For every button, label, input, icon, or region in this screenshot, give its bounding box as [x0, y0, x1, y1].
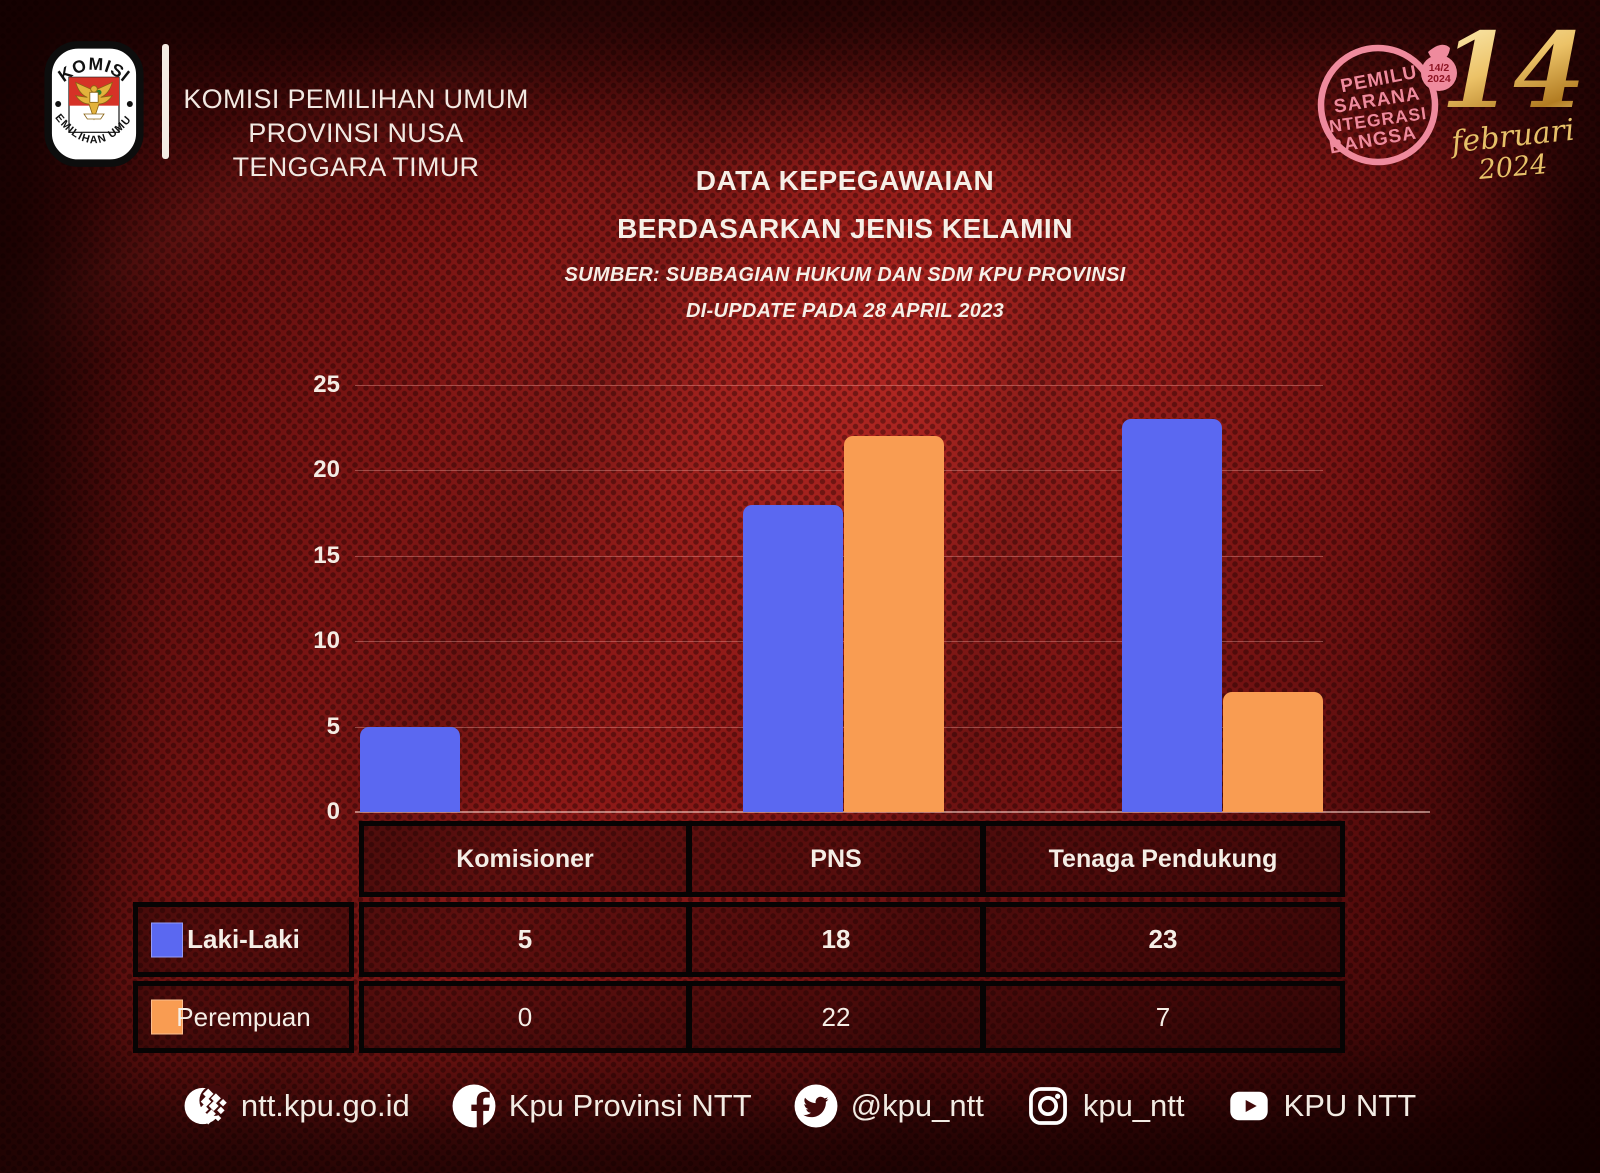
pemilu-badge: 14/2 2024 PEMILU SARANA INTEGRASI BANGSA — [1317, 44, 1457, 166]
header-separator — [162, 44, 169, 159]
garuda-emblem — [74, 81, 114, 121]
instagram-icon — [1028, 1087, 1067, 1125]
value-perempuan-pns: 22 — [686, 986, 986, 1048]
gridline-25 — [355, 385, 1323, 386]
facebook-icon — [452, 1084, 496, 1128]
youtube-label: KPU NTT — [1283, 1088, 1417, 1123]
column-header-pns: PNS — [686, 826, 986, 892]
legend-swatch-perempuan — [151, 999, 183, 1035]
globe-icon — [184, 1085, 228, 1125]
badge-bubble — [1421, 55, 1457, 91]
table-row-laki-laki: 5 18 23 — [359, 902, 1345, 977]
title-block: DATA KEPEGAWAIAN BERDASARKAN JENIS KELAM… — [564, 165, 1126, 323]
twitter-label: @kpu_ntt — [850, 1088, 984, 1123]
website-label: ntt.kpu.go.id — [240, 1088, 410, 1123]
gridline-20 — [355, 470, 1323, 472]
badge-bubble-top: 14/2 — [1429, 62, 1450, 74]
org-line1: KOMISI PEMILIHAN UMUM — [183, 84, 529, 114]
legend-label-perempuan: Perempuan — [176, 1001, 311, 1032]
legend-laki-laki: Laki-Laki — [133, 902, 354, 977]
kpu-logo: KOMISI PEMILIHAN UMUM — [44, 40, 144, 167]
social-footer: ntt.kpu.go.id Kpu Provinsi NTT @kpu_ntt … — [0, 1084, 1600, 1128]
value-laki-tenaga: 23 — [1148, 924, 1178, 954]
facebook-link[interactable]: Kpu Provinsi NTT — [452, 1084, 752, 1128]
y-tick-20: 20 — [313, 456, 340, 484]
org-line2: PROVINSI NUSA TENGGARA TIMUR — [232, 118, 480, 182]
title-source-note: SUMBER: SUBBAGIAN HUKUM DAN SDM KPU PROV… — [564, 264, 1126, 286]
gridline-0 — [355, 811, 1430, 813]
table-header-row: Komisioner PNS Tenaga Pendukung — [359, 821, 1345, 897]
instagram-link[interactable]: kpu_ntt — [1026, 1084, 1185, 1128]
legend-perempuan: Perempuan — [133, 981, 354, 1053]
date-day: 14 — [1438, 19, 1588, 123]
youtube-link[interactable]: KPU NTT — [1227, 1084, 1417, 1128]
column-header-komisioner: Komisioner — [456, 844, 594, 873]
bar-laki-laki-pns — [743, 504, 843, 812]
value-perempuan-tenaga: 7 — [1155, 1001, 1171, 1032]
twitter-link[interactable]: @kpu_ntt — [794, 1084, 984, 1128]
twitter-icon — [794, 1084, 838, 1128]
youtube-icon — [1229, 1091, 1268, 1121]
bar-perempuan-tenaga-pendukung — [1223, 692, 1323, 812]
value-laki-pns: 18 — [686, 907, 986, 972]
column-header-tenaga-pendukung: Tenaga Pendukung — [1048, 844, 1278, 873]
date-badge: 14 februari 2024 — [1438, 19, 1588, 186]
y-tick-15: 15 — [313, 541, 340, 569]
facebook-label: Kpu Provinsi NTT — [508, 1088, 752, 1123]
y-tick-5: 5 — [326, 712, 340, 740]
legend-swatch-laki-laki — [151, 922, 183, 957]
badge-bubble-bottom: 2024 — [1427, 73, 1451, 85]
page-title-line2: BERDASARKAN JENIS KELAMIN — [617, 213, 1073, 244]
legend-label-laki-laki: Laki-Laki — [187, 924, 300, 954]
bar-laki-laki-komisioner — [360, 726, 460, 812]
value-laki-komisioner: 5 — [517, 924, 533, 954]
org-name: KOMISI PEMILIHAN UMUM PROVINSI NUSA TENG… — [182, 82, 530, 184]
value-perempuan-komisioner: 0 — [517, 1001, 533, 1032]
table-row-perempuan: 0 22 7 — [359, 981, 1345, 1053]
y-tick-10: 10 — [313, 627, 340, 655]
title-update-note: DI-UPDATE PADA 28 APRIL 2023 — [685, 300, 1005, 322]
y-tick-25: 25 — [313, 371, 340, 398]
bar-perempuan-pns — [844, 436, 944, 812]
page-title-line1: DATA KEPEGAWAIAN — [695, 165, 995, 196]
y-tick-0: 0 — [326, 798, 340, 825]
website-link[interactable]: ntt.kpu.go.id — [184, 1084, 410, 1128]
instagram-label: kpu_ntt — [1082, 1088, 1185, 1123]
bar-laki-laki-tenaga-pendukung — [1122, 419, 1222, 812]
